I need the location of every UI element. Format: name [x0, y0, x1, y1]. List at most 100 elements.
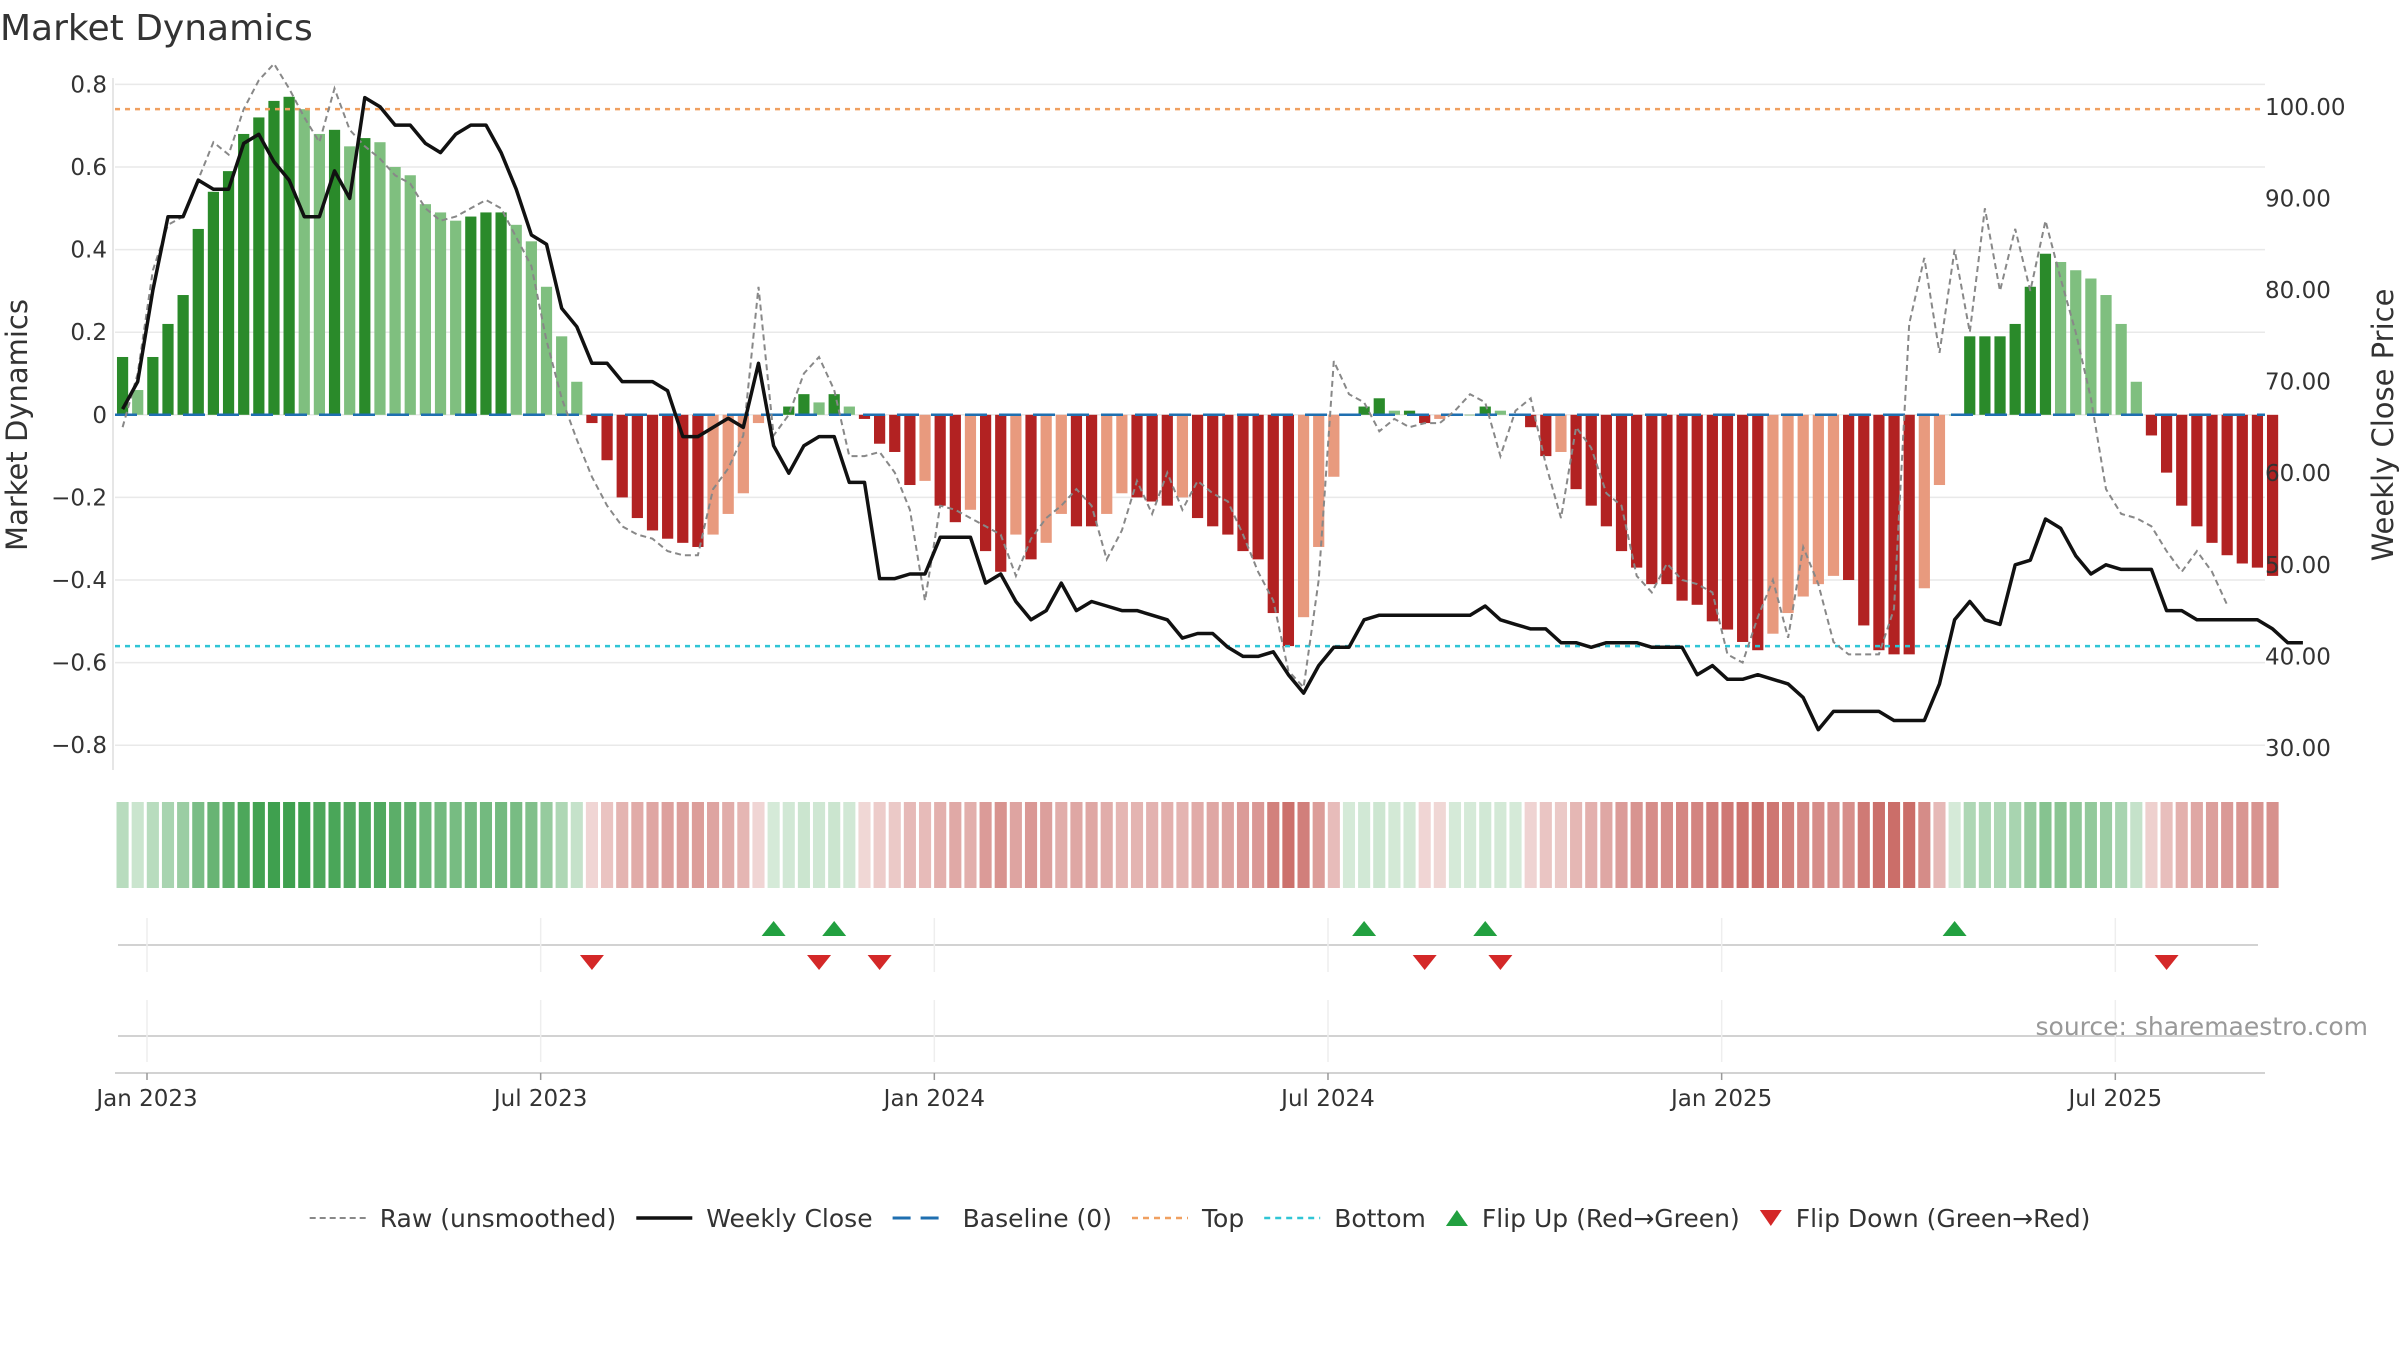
momentum-bar [359, 138, 371, 415]
legend-item-flip_down: Flip Down (Green→Red) [1759, 1204, 2091, 1233]
momentum-bar [2176, 414, 2188, 506]
heat-cell [192, 802, 205, 888]
y-axis-ticks: 0.8 0.6 0.4 0.2 0 −0.2 −0.4 −0.6 −0.8 [51, 72, 107, 759]
flip-down-marker [1488, 955, 1513, 970]
heat-cell [1963, 802, 1976, 888]
momentum-bar [2054, 261, 2067, 415]
legend-item-bottom: Bottom [1264, 1204, 1426, 1233]
legend-label: Flip Up (Red→Green) [1482, 1204, 1740, 1233]
y-tick-label: 0.6 [70, 155, 107, 181]
heat-cell [812, 802, 826, 888]
momentum-bar [889, 414, 901, 452]
heat-cell [797, 802, 810, 888]
momentum-bar [964, 414, 977, 510]
heat-cell [1342, 802, 1356, 888]
flip-up-marker [1352, 921, 1377, 936]
heat-cell [1388, 802, 1401, 888]
momentum-bar [737, 414, 749, 494]
weekly-close-line [121, 95, 2303, 732]
momentum-bar [1767, 414, 1779, 634]
x-tick-label: Jan 2024 [882, 1086, 985, 1112]
heat-cell [1645, 802, 1658, 888]
momentum-bar [1252, 414, 1264, 560]
momentum-bar [1494, 410, 1506, 415]
heat-cell [1978, 802, 1991, 888]
momentum-bar [1131, 414, 1143, 498]
heat-cell [994, 802, 1007, 888]
momentum-bar [1843, 414, 1855, 581]
momentum-bar [480, 212, 492, 415]
momentum-bar [1161, 414, 1173, 506]
y2-tick-label: 90.00 [2265, 186, 2331, 212]
momentum-bar [1403, 410, 1416, 415]
momentum-bar [2039, 253, 2052, 415]
legend-label: Flip Down (Green→Red) [1796, 1204, 2091, 1233]
chart-title: Market Dynamics [0, 8, 313, 49]
heat-cell [373, 802, 387, 888]
heat-cell [1418, 802, 1431, 888]
momentum-bar [268, 100, 280, 415]
heat-cell [1312, 802, 1325, 888]
momentum-bar [1313, 414, 1325, 547]
momentum-bar [1646, 414, 1658, 585]
momentum-bar [1267, 414, 1279, 614]
heat-cell [1358, 802, 1371, 888]
heat-cell [828, 802, 841, 888]
heat-cell [1115, 802, 1128, 888]
momentum-bar [874, 414, 886, 444]
heat-cell [737, 802, 750, 888]
heat-cell [1736, 802, 1749, 888]
heat-cell [2145, 802, 2158, 888]
momentum-bar [949, 414, 961, 523]
momentum-bar [1827, 414, 1840, 576]
momentum-bar [1903, 414, 1915, 655]
source-credit: source: sharemaestro.com [2036, 1012, 2369, 1041]
heat-cell [283, 802, 296, 888]
momentum-bar [813, 402, 825, 415]
heat-cell [1130, 802, 1144, 888]
heat-cell [525, 802, 538, 888]
flip-down-marker [1412, 955, 1437, 970]
momentum-bar [434, 212, 447, 415]
heat-cell [389, 802, 402, 888]
heat-cell [2084, 802, 2097, 888]
heat-cell [1600, 802, 1613, 888]
heat-cell [2175, 802, 2188, 888]
heat-cell [1024, 802, 1038, 888]
heat-cell [1282, 802, 1295, 888]
x-axis-ticks: Jan 2023 Jul 2023 Jan 2024 Jul 2024 Jan 2025… [94, 1073, 2162, 1112]
momentum-bar [1933, 414, 1946, 486]
momentum-bar [752, 414, 765, 424]
heat-cell [434, 802, 447, 888]
momentum-bar [2100, 295, 2112, 415]
heat-cell [2160, 802, 2173, 888]
momentum-bar [238, 133, 250, 415]
heat-cell [252, 802, 265, 888]
y2-tick-label: 60.00 [2265, 461, 2331, 487]
momentum-bar [979, 414, 992, 552]
momentum-bar [132, 390, 144, 415]
heat-cell [1812, 802, 1825, 888]
heat-cell [888, 802, 901, 888]
momentum-bar [1661, 414, 1673, 585]
heat-cell [1872, 802, 1885, 888]
x-tick-label: Jan 2023 [94, 1086, 197, 1112]
heat-cell [858, 802, 871, 888]
heat-cell [601, 802, 614, 888]
heat-cell [585, 802, 598, 888]
heat-cell [555, 802, 568, 888]
momentum-bar [1979, 336, 1991, 415]
momentum-bar [2009, 323, 2021, 415]
x-tick-label: Jul 2024 [1279, 1086, 1375, 1112]
y2-axis-title: Weekly Close Price [2366, 289, 2400, 562]
heat-cell [918, 802, 932, 888]
heat-cell [2190, 802, 2203, 888]
heat-cell [722, 802, 735, 888]
momentum-bars [116, 96, 2279, 655]
momentum-bar [1297, 414, 1310, 618]
heat-cell [707, 802, 720, 888]
heat-cell [2054, 802, 2067, 888]
momentum-bar [2221, 414, 2233, 556]
heat-cell [843, 802, 856, 888]
